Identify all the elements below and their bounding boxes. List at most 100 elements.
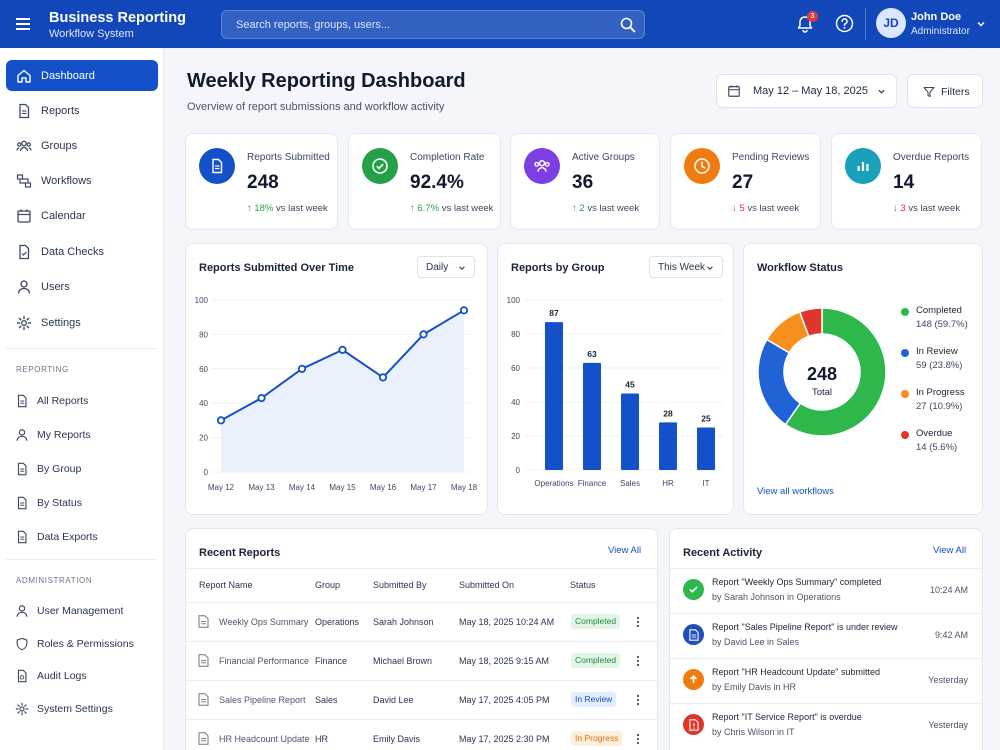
chevron-down-icon bbox=[458, 264, 466, 272]
y-tick-label: 60 bbox=[199, 365, 208, 374]
column-header-submitted-by[interactable]: Submitted By bbox=[373, 580, 427, 590]
sidebar-item-by-group[interactable]: By Group bbox=[6, 456, 158, 482]
sidebar-item-reports[interactable]: Reports bbox=[6, 95, 158, 126]
x-tick-label: May 14 bbox=[289, 483, 316, 492]
more-options-icon[interactable] bbox=[635, 732, 641, 746]
activity-item[interactable]: Report "HR Headcount Update" submitted b… bbox=[670, 658, 982, 703]
donut-total-label: Total bbox=[811, 387, 833, 398]
legend-item-completed: Completed 148 (59.7%) bbox=[901, 305, 981, 335]
sidebar-item-dashboard[interactable]: Dashboard bbox=[6, 60, 158, 91]
kpi-card-active-groups[interactable]: Active Groups 36 ↑ 2 vs last week bbox=[510, 133, 660, 230]
activity-item[interactable]: Report "IT Service Report" is overdue by… bbox=[670, 703, 982, 748]
sidebar-item-label: Users bbox=[41, 280, 70, 293]
y-tick-label: 60 bbox=[511, 364, 520, 373]
sidebar-item-label: My Reports bbox=[37, 429, 91, 441]
kpi-delta-value: 6.7% bbox=[417, 203, 440, 214]
filters-button[interactable]: Filters bbox=[907, 74, 983, 108]
sidebar-item-groups[interactable]: Groups bbox=[6, 130, 158, 161]
date-range-picker[interactable]: May 12 – May 18, 2025 bbox=[716, 74, 897, 108]
more-options-icon[interactable] bbox=[635, 654, 641, 668]
search-icon[interactable] bbox=[620, 17, 636, 33]
column-header-group[interactable]: Group bbox=[315, 580, 341, 590]
report-name[interactable]: Sales Pipeline Report bbox=[219, 695, 306, 705]
y-tick-label: 80 bbox=[199, 330, 208, 339]
view-all-activity-link[interactable]: View All bbox=[933, 545, 967, 556]
sidebar-item-audit-logs[interactable]: Audit Logs bbox=[6, 663, 158, 689]
column-header-submitted-on[interactable]: Submitted On bbox=[459, 580, 515, 590]
activity-subtext: by Sarah Johnson in Operations bbox=[712, 592, 841, 602]
table-row[interactable]: HR Headcount Update HR Emily Davis May 1… bbox=[186, 719, 657, 750]
report-submitted-on: May 18, 2025 9:15 AM bbox=[459, 656, 550, 666]
sidebar-item-settings[interactable]: Settings bbox=[6, 307, 158, 338]
search-input[interactable] bbox=[222, 11, 612, 38]
sidebar-item-calendar[interactable]: Calendar bbox=[6, 200, 158, 231]
help-icon[interactable] bbox=[835, 14, 854, 33]
activity-item[interactable]: Report "Weekly Ops Summary" completed by… bbox=[670, 568, 982, 613]
table-row[interactable]: Sales Pipeline Report Sales David Lee Ma… bbox=[186, 680, 657, 719]
data-point bbox=[257, 393, 266, 403]
bar-value-label: 45 bbox=[625, 380, 635, 390]
data-point bbox=[419, 330, 428, 339]
table-row[interactable]: Financial Performance Finance Michael Br… bbox=[186, 641, 657, 680]
sidebar-item-system-settings[interactable]: System Settings bbox=[6, 696, 158, 722]
x-tick-label: IT bbox=[702, 479, 709, 488]
user-icon bbox=[16, 279, 32, 295]
interval-select[interactable]: Daily bbox=[417, 256, 475, 278]
calendar-icon bbox=[727, 84, 741, 98]
sidebar-item-user-management[interactable]: User Management bbox=[6, 598, 158, 624]
sidebar-item-label: Calendar bbox=[41, 209, 86, 222]
period-select[interactable]: This Week bbox=[649, 256, 723, 278]
report-group: Operations bbox=[315, 617, 360, 627]
kpi-card-overdue-reports[interactable]: Overdue Reports 14 ↓ 3 vs last week bbox=[831, 133, 982, 230]
data-point bbox=[216, 416, 226, 425]
gear-icon bbox=[16, 315, 32, 331]
sidebar-item-users[interactable]: Users bbox=[6, 271, 158, 302]
document-icon bbox=[15, 530, 29, 544]
view-all-reports-link[interactable]: View All bbox=[608, 545, 642, 556]
view-all-workflows-link[interactable]: View all workflows bbox=[757, 486, 834, 497]
x-tick-label: May 13 bbox=[248, 483, 275, 492]
sidebar-item-workflows[interactable]: Workflows bbox=[6, 165, 158, 196]
sidebar-item-all-reports[interactable]: All Reports bbox=[6, 388, 158, 414]
report-name[interactable]: Weekly Ops Summary bbox=[219, 617, 309, 627]
activity-item[interactable]: Report "Sales Pipeline Report" is under … bbox=[670, 613, 982, 658]
sidebar-item-data-exports[interactable]: Data Exports bbox=[6, 524, 158, 550]
legend-name: In Progress bbox=[916, 387, 965, 398]
more-options-icon[interactable] bbox=[635, 615, 641, 629]
kpi-label: Overdue Reports bbox=[893, 152, 970, 163]
filter-icon bbox=[923, 86, 935, 98]
column-header-status[interactable]: Status bbox=[570, 580, 596, 590]
menu-icon[interactable] bbox=[10, 12, 36, 36]
donut-slice bbox=[784, 307, 887, 437]
y-tick-label: 100 bbox=[507, 296, 521, 305]
legend-value: 27 (10.9%) bbox=[916, 401, 963, 412]
groups-icon bbox=[16, 138, 32, 154]
kpi-card-pending-reviews[interactable]: Pending Reviews 27 ↓ 5 vs last week bbox=[670, 133, 821, 230]
kpi-card-completion-rate[interactable]: Completion Rate 92.4% ↑ 6.7% vs last wee… bbox=[348, 133, 501, 230]
kpi-value: 14 bbox=[893, 172, 915, 193]
report-name[interactable]: HR Headcount Update bbox=[219, 734, 310, 744]
kpi-card-reports-submitted[interactable]: Reports Submitted 248 ↑ 18% vs last week bbox=[185, 133, 338, 230]
sidebar-item-roles-permissions[interactable]: Roles & Permissions bbox=[6, 631, 158, 657]
line-chart-card: Reports Submitted Over Time Daily 0 20 40 6… bbox=[185, 243, 488, 515]
kpi-delta-value: 5 bbox=[739, 203, 745, 214]
sidebar-item-by-status[interactable]: By Status bbox=[6, 490, 158, 516]
report-name[interactable]: Financial Performance bbox=[219, 656, 310, 666]
kpi-delta: ↑ 18% vs last week bbox=[247, 203, 328, 214]
kpi-value: 27 bbox=[732, 172, 754, 193]
sidebar-item-my-reports[interactable]: My Reports bbox=[6, 422, 158, 448]
sidebar-item-label: Reports bbox=[41, 104, 80, 117]
sidebar-item-data-checks[interactable]: Data Checks bbox=[6, 236, 158, 267]
table-row[interactable]: Weekly Ops Summary Operations Sarah John… bbox=[186, 602, 657, 641]
legend-item-overdue: Overdue 14 (5.6%) bbox=[901, 428, 981, 458]
user-menu[interactable]: JD John Doe Administrator bbox=[876, 8, 991, 40]
more-options-icon[interactable] bbox=[635, 693, 641, 707]
donut-chart bbox=[757, 307, 887, 437]
shield-icon bbox=[15, 637, 29, 651]
app-brand[interactable]: Business Reporting Workflow System bbox=[49, 10, 186, 41]
sidebar-item-label: Dashboard bbox=[41, 69, 95, 82]
chevron-down-icon bbox=[877, 87, 886, 96]
column-header-report-name[interactable]: Report Name bbox=[199, 580, 253, 590]
bar-chart: 0 20 40 60 80 100 87 Operations 63 Finance 45 Sales… bbox=[507, 296, 723, 488]
sidebar-item-label: Settings bbox=[41, 316, 81, 329]
